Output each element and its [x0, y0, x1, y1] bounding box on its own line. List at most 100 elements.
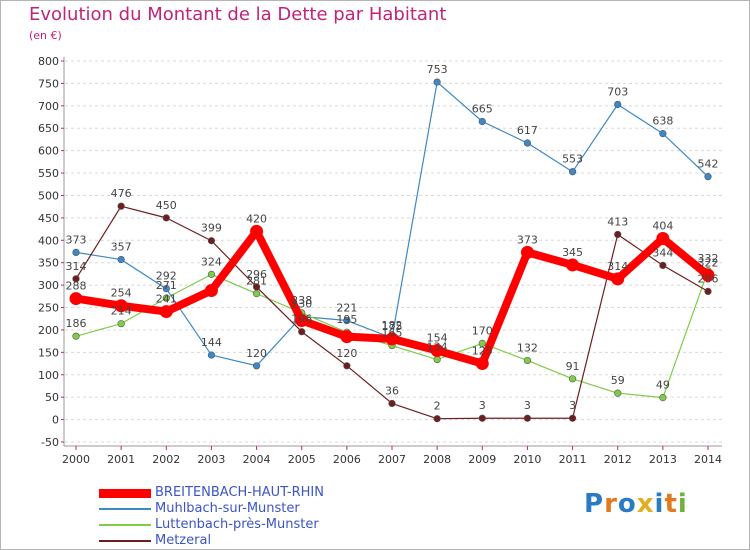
- data-label: 399: [201, 222, 222, 235]
- data-label: 144: [201, 336, 222, 349]
- data-point-metzeral: [343, 362, 351, 370]
- data-point-breitenbach-haut-rhin: [295, 314, 309, 328]
- data-label: 271: [156, 279, 177, 292]
- legend-swatch: [99, 508, 151, 510]
- data-point-muhlbach-sur-munster: [117, 255, 125, 264]
- legend-label: Luttenbach-près-Munster: [155, 517, 319, 532]
- logo-letter: i: [677, 489, 688, 519]
- chart-title: Evolution du Montant de la Dette par Hab…: [29, 4, 447, 25]
- data-point-luttenbach-pres-munster: [207, 270, 216, 278]
- data-label: 617: [517, 124, 538, 137]
- y-tick-label: 600: [38, 145, 59, 158]
- logo-letter: r: [604, 489, 618, 519]
- data-label: 292: [156, 270, 177, 283]
- data-label: 703: [607, 85, 628, 98]
- logo-letter: o: [617, 489, 637, 519]
- y-tick-label: -50: [41, 436, 59, 449]
- data-point-metzeral: [117, 202, 125, 210]
- data-label: 404: [652, 220, 673, 233]
- data-point-luttenbach-pres-munster: [568, 375, 577, 383]
- data-point-metzeral: [162, 214, 170, 222]
- data-point-luttenbach-pres-munster: [162, 294, 170, 302]
- data-label: 165: [382, 327, 403, 340]
- data-label: 314: [607, 260, 628, 273]
- legend-item-breitenbach-haut-rhin: BREITENBACH-HAUT-RHIN: [99, 485, 324, 501]
- y-tick-label: 400: [38, 234, 59, 247]
- data-label: 195: [336, 313, 357, 326]
- data-point-muhlbach-sur-munster: [478, 117, 486, 126]
- data-label: 753: [427, 63, 448, 76]
- data-point-luttenbach-pres-munster: [72, 332, 80, 340]
- legend-swatch: [99, 540, 151, 542]
- data-label: 553: [562, 153, 583, 166]
- plot-area: [63, 59, 722, 446]
- data-label: 36: [385, 384, 399, 397]
- data-point-metzeral: [568, 414, 577, 422]
- data-label: 665: [472, 103, 493, 116]
- data-point-breitenbach-haut-rhin: [520, 245, 534, 259]
- data-label: 357: [111, 241, 132, 254]
- y-tick-label: 200: [38, 324, 59, 337]
- y-tick-label: 250: [38, 302, 59, 315]
- data-point-metzeral: [659, 261, 667, 269]
- data-point-muhlbach-sur-munster: [162, 285, 170, 293]
- data-point-breitenbach-haut-rhin: [475, 357, 489, 371]
- x-tick-label: 2008: [423, 453, 451, 466]
- legend-label: Metzeral: [155, 533, 212, 548]
- data-point-breitenbach-haut-rhin: [250, 224, 264, 238]
- data-label: 332: [698, 252, 719, 265]
- data-point-luttenbach-pres-munster: [614, 389, 622, 397]
- data-label: 59: [611, 374, 625, 387]
- y-tick-label: 100: [38, 369, 59, 382]
- data-label: 3: [479, 399, 486, 412]
- data-label: 230: [291, 297, 312, 310]
- data-label: 125: [472, 345, 493, 358]
- y-tick-label: 150: [38, 346, 59, 359]
- data-label: 3: [569, 399, 576, 412]
- proxiti-logo: Proxiti: [584, 489, 688, 519]
- x-tick-label: 2012: [604, 453, 632, 466]
- data-point-breitenbach-haut-rhin: [204, 283, 218, 297]
- data-label: 2: [434, 400, 441, 413]
- y-tick-label: 750: [38, 77, 59, 90]
- data-point-metzeral: [523, 414, 532, 422]
- data-point-muhlbach-sur-munster: [252, 362, 261, 370]
- data-point-metzeral: [207, 237, 216, 245]
- data-label: 373: [517, 233, 538, 246]
- data-label: 413: [607, 215, 628, 228]
- data-label: 154: [427, 332, 448, 345]
- legend-item-metzeral: Metzeral: [99, 533, 324, 549]
- data-label: 214: [111, 305, 132, 318]
- data-point-metzeral: [72, 275, 80, 283]
- data-point-breitenbach-haut-rhin: [701, 268, 715, 282]
- logo-letter: P: [584, 489, 605, 519]
- x-tick-label: 2006: [333, 453, 361, 466]
- data-label: 324: [201, 255, 222, 268]
- data-label: 196: [291, 313, 312, 326]
- x-tick-label: 2014: [694, 453, 722, 466]
- data-label: 314: [66, 260, 87, 273]
- data-point-luttenbach-pres-munster: [478, 339, 486, 347]
- x-tick-label: 2007: [378, 453, 406, 466]
- data-point-breitenbach-haut-rhin: [69, 292, 83, 306]
- data-point-metzeral: [614, 230, 622, 239]
- legend-item-luttenbach-pres-munster: Luttenbach-près-Munster: [99, 517, 324, 533]
- x-tick-label: 2002: [152, 453, 180, 466]
- data-point-breitenbach-haut-rhin: [611, 272, 625, 286]
- data-label: 288: [66, 280, 87, 293]
- data-label: 120: [336, 347, 357, 360]
- data-point-muhlbach-sur-munster: [704, 173, 712, 181]
- x-tick-label: 2003: [197, 453, 225, 466]
- logo-letter: x: [636, 489, 655, 519]
- x-tick-label: 2011: [559, 453, 587, 466]
- data-point-metzeral: [433, 415, 441, 423]
- data-label: 281: [246, 275, 267, 288]
- logo-letter: t: [664, 489, 678, 519]
- data-label: 175: [382, 320, 403, 333]
- y-tick-label: 0: [52, 414, 59, 427]
- data-label: 476: [111, 187, 132, 200]
- y-tick-label: 800: [38, 55, 59, 68]
- data-label: 286: [698, 272, 719, 285]
- data-point-muhlbach-sur-munster: [523, 139, 532, 147]
